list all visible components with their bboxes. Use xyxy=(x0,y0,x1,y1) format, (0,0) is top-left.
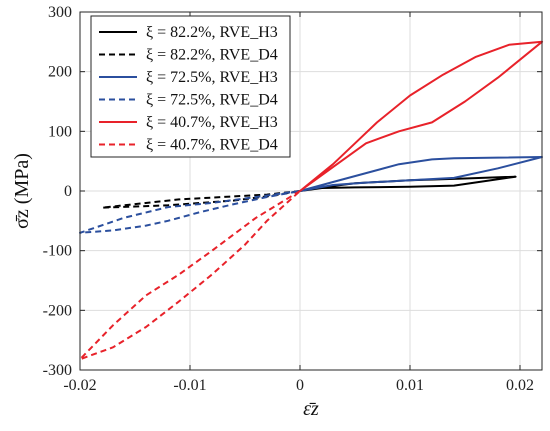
series-line-2 xyxy=(299,156,543,192)
x-tick-label: -0.02 xyxy=(63,377,96,394)
series-layer xyxy=(79,40,543,361)
x-tick-label: 0.01 xyxy=(396,377,424,394)
x-tick-label: 0 xyxy=(296,377,304,394)
y-tick-label: -200 xyxy=(43,302,72,319)
legend-box xyxy=(90,15,291,158)
legend-label-3: ξ = 72.5%, RVE_D4 xyxy=(146,92,278,109)
series-line-1 xyxy=(101,190,301,209)
y-tick-label: 300 xyxy=(48,4,72,21)
legend-label-4: ξ = 40.7%, RVE_H3 xyxy=(146,114,278,131)
y-tick-label: 200 xyxy=(48,64,72,81)
legend-label-5: ξ = 40.7%, RVE_D4 xyxy=(146,137,278,154)
series-line-3 xyxy=(79,190,301,234)
x-axis-label-text: ε̄z xyxy=(303,398,319,420)
series-line-5 xyxy=(79,190,301,361)
tick-labels: -0.02 -0.01 0 0.01 0.02 -300 -200 -100 0 100 200 30… xyxy=(43,4,534,394)
y-tick-label: -300 xyxy=(43,362,72,379)
ticks xyxy=(79,11,542,371)
x-tick-label: 0.02 xyxy=(506,377,534,394)
y-tick-label: 100 xyxy=(48,123,72,140)
y-axis-label: σ̄z (MPa) xyxy=(11,153,33,229)
x-tick-label: -0.01 xyxy=(173,377,206,394)
legend-label-2: ξ = 72.5%, RVE_H3 xyxy=(146,69,278,86)
y-tick-label: -100 xyxy=(43,243,72,260)
legend-label-0: ξ = 82.2%, RVE_H3 xyxy=(146,24,278,41)
legend: ξ = 82.2%, RVE_H3 ξ = 82.2%, RVE_D4 ξ = 72… xyxy=(90,15,291,158)
y-tick-label: 0 xyxy=(64,183,72,200)
legend-label-1: ξ = 82.2%, RVE_D4 xyxy=(146,47,278,64)
x-axis-label: ε̄z xyxy=(303,398,319,420)
series-line-4 xyxy=(299,40,543,192)
